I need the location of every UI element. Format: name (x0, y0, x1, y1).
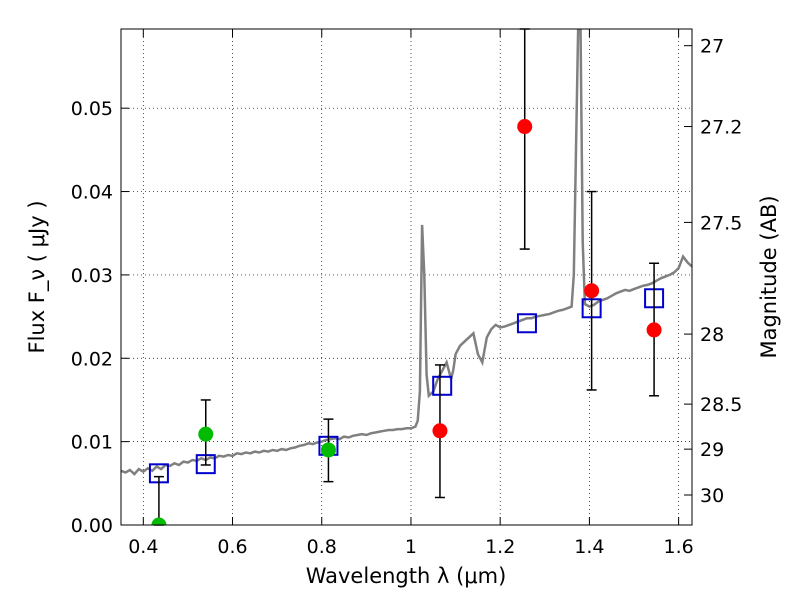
y-tick-label: 0.02 (71, 348, 113, 370)
grid-lines (121, 29, 692, 526)
model-flux-square (516, 313, 537, 334)
x-tick-label: 0.8 (307, 536, 337, 558)
right-tick-label: 28.5 (700, 394, 742, 416)
x-tick-label: 1.6 (664, 536, 694, 558)
right-tick-label: 27 (700, 36, 724, 58)
y-tick-label: 0.05 (71, 98, 113, 120)
x-tick-label: 1.4 (574, 536, 604, 558)
right-tick-label: 28 (700, 324, 724, 346)
plot-frame (120, 28, 693, 526)
right-tick-label: 27.2 (700, 117, 742, 139)
observed-flux-point (151, 517, 167, 525)
observed-flux-point (584, 283, 600, 299)
y-tick-label: 0.03 (71, 265, 113, 287)
right-tick-label: 27.5 (700, 212, 742, 234)
x-tick-label: 0.6 (217, 536, 247, 558)
y-tick-label: 0.04 (71, 182, 113, 204)
x-tick-label: 0.4 (128, 536, 158, 558)
x-axis-label: Wavelength λ (μm) (306, 564, 507, 588)
observed-flux-point (432, 423, 448, 439)
right-tick-label: 29 (700, 439, 724, 461)
right-tick-label: 30 (700, 485, 724, 507)
observed-flux-point (517, 119, 533, 135)
right-axis-label: Magnitude (AB) (757, 195, 781, 358)
model-spectrum-line (121, 29, 692, 476)
model-flux-square (432, 375, 453, 396)
x-tick-label: 1 (405, 536, 417, 558)
observed-flux-point (320, 442, 336, 458)
axis-ticks: 0.4 0.6 0.8 1 1.2 1.4 1.6 0.00 0.01 0.02 0.03 0.04 0… (71, 29, 742, 558)
y-tick-label: 0.00 (71, 515, 113, 537)
x-tick-label: 1.2 (485, 536, 515, 558)
y-axis-label: Flux F_ν ( μJy ) (25, 200, 50, 353)
y-tick-label: 0.01 (71, 432, 113, 454)
observed-flux-point (646, 322, 662, 338)
plot-area (121, 28, 692, 526)
observed-flux-point (198, 426, 214, 442)
